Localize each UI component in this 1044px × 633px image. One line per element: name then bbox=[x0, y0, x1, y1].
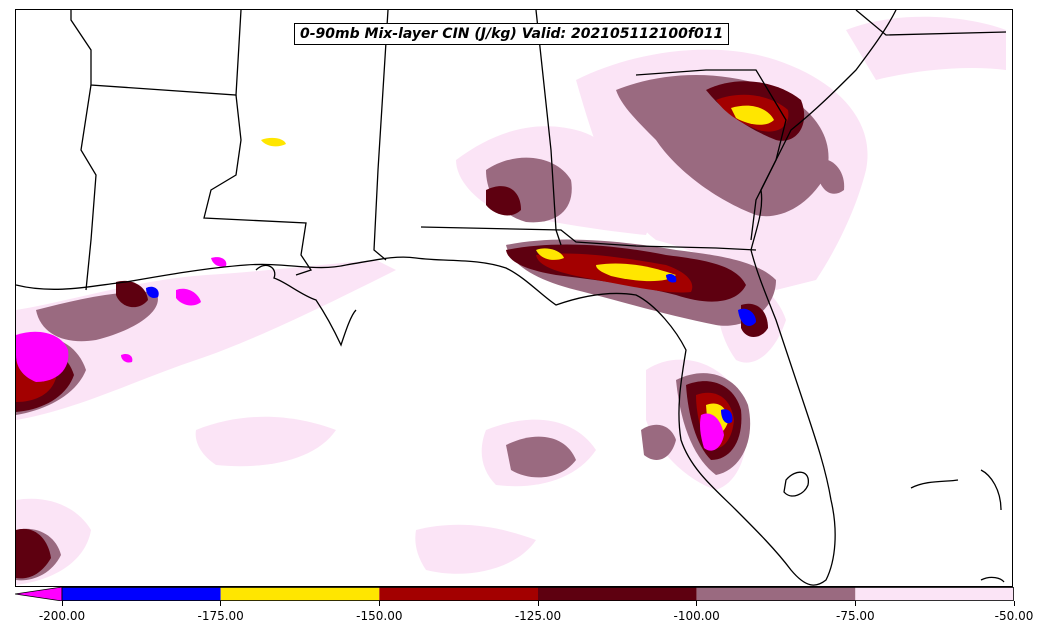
state-border-ms bbox=[373, 10, 389, 261]
colorbar-bin bbox=[855, 587, 1014, 601]
colorbar-tick bbox=[854, 601, 856, 606]
colorbar-tick-label: -125.00 bbox=[514, 609, 562, 623]
colorbar-tick bbox=[1013, 601, 1015, 606]
colorbar-bin bbox=[379, 587, 538, 601]
state-border-tx-la bbox=[80, 84, 97, 291]
colorbar-tick bbox=[61, 601, 63, 606]
colorbar-tick-label: -50.00 bbox=[994, 609, 1034, 623]
gulf-coastline bbox=[16, 10, 897, 586]
colorbar-bin bbox=[538, 587, 697, 601]
cin-shading-light bbox=[16, 16, 1006, 585]
colorbar-bin bbox=[62, 587, 221, 601]
colorbar-border bbox=[61, 587, 1014, 601]
cin-shading-blue bbox=[146, 273, 756, 424]
state-border-ms-al bbox=[535, 10, 562, 246]
colorbar-tick-label: -175.00 bbox=[197, 609, 244, 623]
map-panel: 0-90mb Mix-layer CIN (J/kg) Valid: 20210… bbox=[15, 9, 1013, 587]
colorbar bbox=[15, 587, 1014, 601]
cin-map bbox=[16, 10, 1007, 586]
geographic-boundaries bbox=[16, 10, 1007, 586]
cin-shading-magenta bbox=[16, 257, 724, 451]
colorbar-bin bbox=[220, 587, 380, 601]
bahamas-outline bbox=[910, 469, 1005, 583]
colorbar-tick-label: -150.00 bbox=[356, 609, 403, 623]
lake-okeechobee bbox=[783, 471, 809, 497]
colorbar-ticks: -200.00 -175.00 -150.00 -125.00 -100.00 -75.0… bbox=[0, 601, 1044, 631]
state-border-al-fl bbox=[420, 226, 757, 251]
colorbar-tick-label: -200.00 bbox=[38, 609, 86, 623]
louisiana-coast-detail bbox=[255, 264, 357, 347]
colorbar-extend-min bbox=[15, 587, 63, 601]
state-border-ga-sc bbox=[635, 69, 787, 241]
state-border-nc bbox=[855, 10, 1007, 36]
state-border-tx-ok bbox=[70, 10, 242, 96]
colorbar-tick bbox=[537, 601, 539, 606]
colorbar-tick-label: -100.00 bbox=[673, 609, 720, 623]
map-title: 0-90mb Mix-layer CIN (J/kg) Valid: 20210… bbox=[294, 23, 730, 45]
colorbar-bin bbox=[696, 587, 856, 601]
colorbar-tick bbox=[696, 601, 698, 606]
state-border-ar-la bbox=[203, 94, 313, 276]
colorbar-tick bbox=[378, 601, 380, 606]
colorbar-tick bbox=[220, 601, 222, 606]
colorbar-tick-label: -75.00 bbox=[835, 609, 875, 623]
